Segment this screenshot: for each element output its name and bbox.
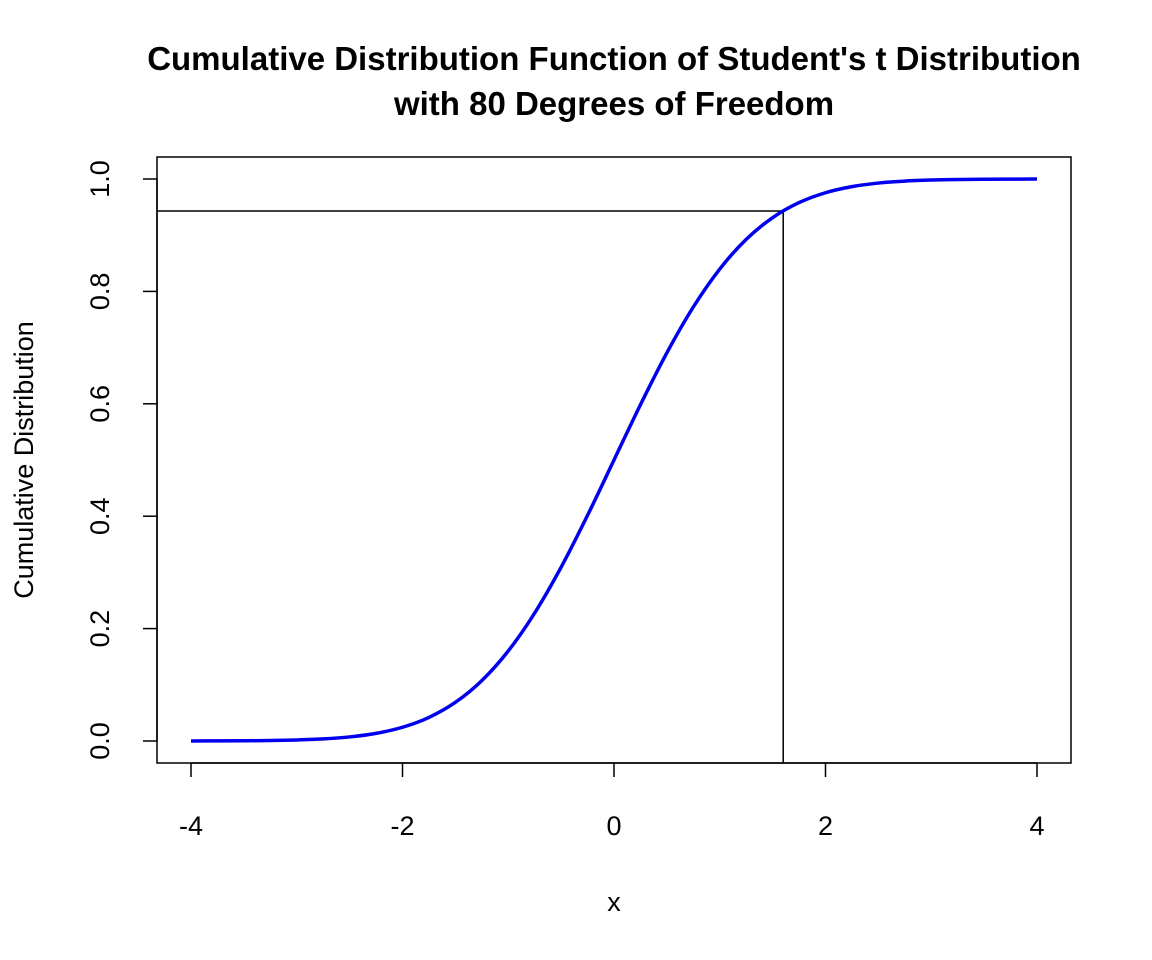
y-axis: 0.0 0.2 0.4 0.6 0.8 1.0	[85, 160, 158, 760]
chart-subtitle: with 80 Degrees of Freedom	[393, 85, 834, 122]
x-tick-label: -4	[179, 811, 203, 841]
chart-title: Cumulative Distribution Function of Stud…	[147, 40, 1081, 77]
cdf-series-line	[190, 177, 1038, 743]
x-tick-label: 4	[1029, 811, 1044, 841]
reference-lines	[157, 210, 784, 763]
x-tick-label: 0	[606, 811, 621, 841]
x-axis-title: x	[607, 887, 621, 917]
y-tick-label: 1.0	[85, 160, 115, 198]
y-tick-label: 0.8	[85, 273, 115, 311]
series-layer	[190, 177, 1038, 743]
y-tick-label: 0.2	[85, 610, 115, 648]
y-tick-label: 0.0	[85, 722, 115, 760]
y-tick-label: 0.4	[85, 497, 115, 535]
y-axis-title: Cumulative Distribution	[9, 321, 39, 599]
x-tick-label: 2	[818, 811, 833, 841]
y-tick-label: 0.6	[85, 385, 115, 423]
x-tick-label: -2	[390, 811, 414, 841]
x-axis: -4 -2 0 2 4	[179, 762, 1045, 841]
